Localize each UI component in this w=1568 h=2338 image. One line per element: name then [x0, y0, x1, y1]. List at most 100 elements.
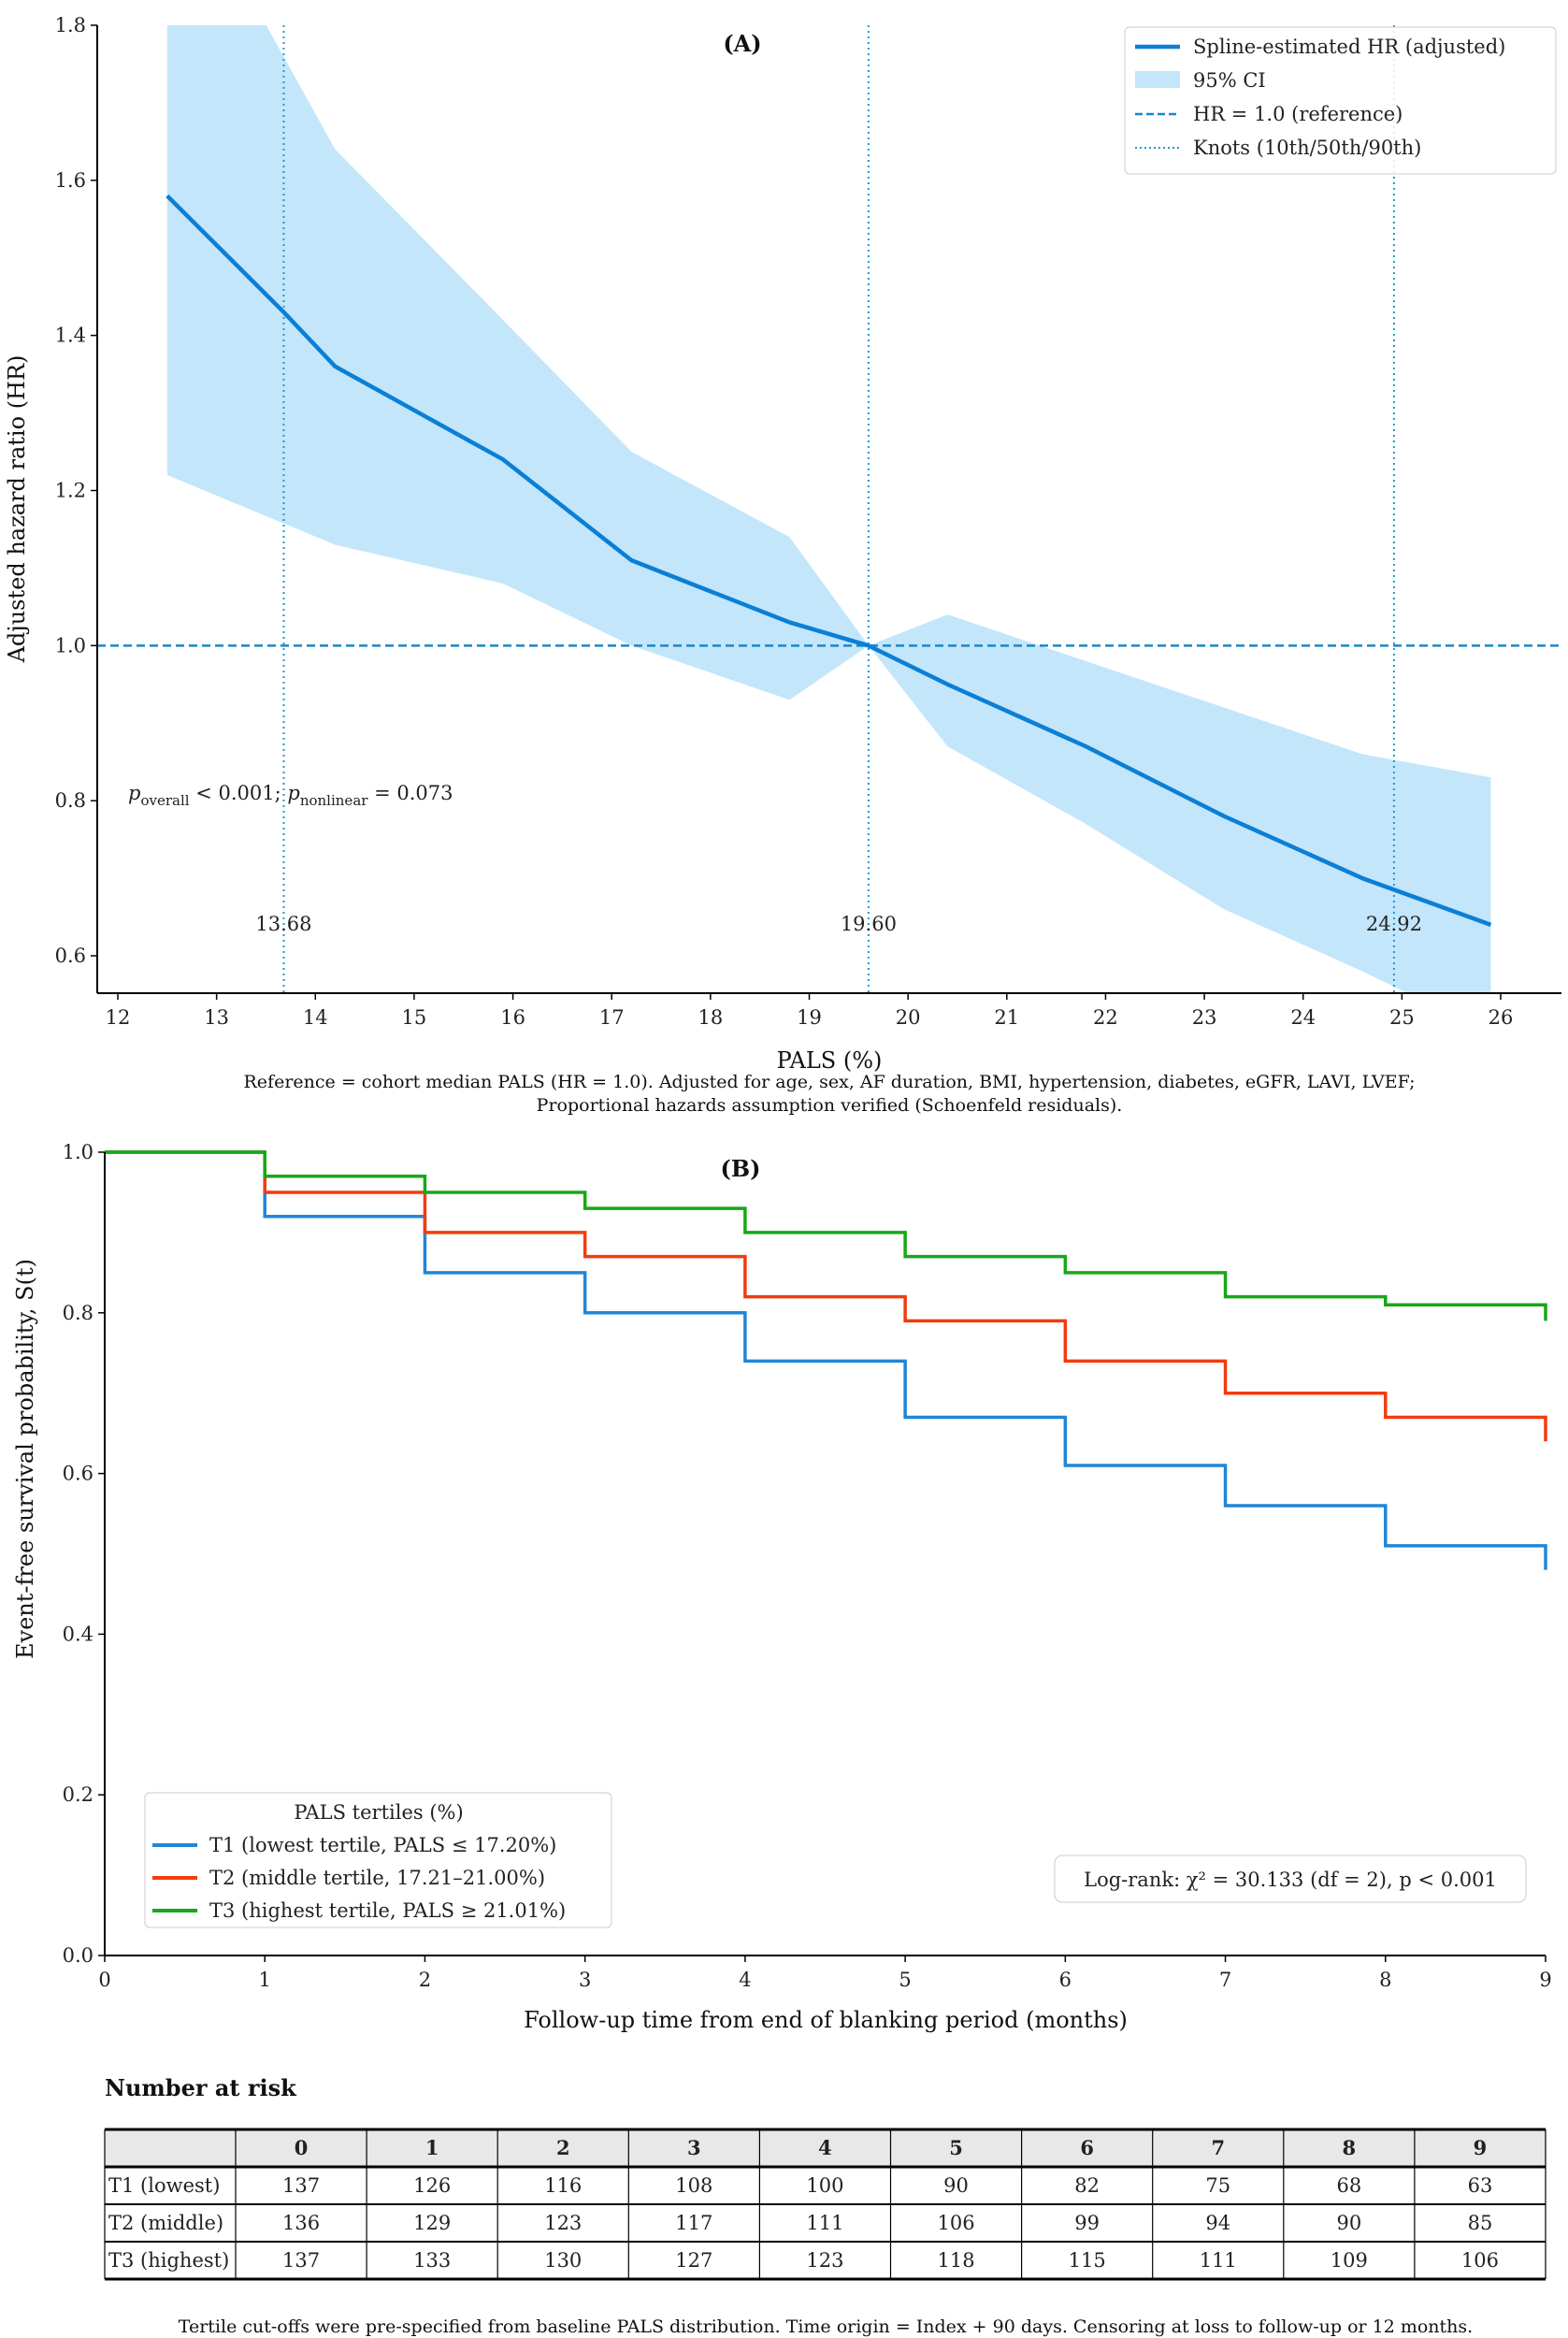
- table-cell: 137: [282, 2174, 320, 2197]
- legend: PALS tertiles (%) T1 (lowest tertile, PAL…: [144, 1792, 612, 1928]
- x-tick-label: 8: [1379, 1969, 1391, 1991]
- y-tick-label: 0.4: [63, 1623, 94, 1645]
- table-cell: 94: [1205, 2212, 1230, 2234]
- y-tick-label: 1.4: [55, 325, 86, 347]
- table-cell: 123: [544, 2212, 582, 2234]
- table-cell: 82: [1074, 2174, 1100, 2197]
- table-cell: 99: [1074, 2212, 1100, 2234]
- y-tick-label: 0.6: [55, 945, 86, 967]
- table-header-cell: 2: [556, 2136, 570, 2159]
- y-tick-label: 1.6: [55, 169, 86, 192]
- panel-label: (A): [723, 30, 761, 57]
- x-tick-label: 25: [1389, 1006, 1415, 1029]
- annotation-part: p: [287, 782, 299, 804]
- x-tick-label: 18: [698, 1006, 723, 1029]
- table-cell: 108: [675, 2174, 712, 2197]
- table-cell: 90: [943, 2174, 969, 2197]
- y-tick-label: 1.2: [55, 480, 86, 502]
- annotation-part: p: [128, 782, 140, 804]
- table-cell: 100: [806, 2174, 843, 2197]
- y-tick-label: 0.8: [55, 789, 86, 812]
- table-header-cell: 8: [1343, 2136, 1357, 2159]
- x-tick-label: 19: [797, 1006, 822, 1029]
- x-tick-label: 2: [419, 1969, 431, 1991]
- table-cell: T2 (middle): [108, 2212, 223, 2234]
- table-cell: 133: [413, 2249, 451, 2272]
- x-tick-label: 20: [896, 1006, 921, 1029]
- x-tick-label: 17: [599, 1006, 625, 1029]
- legend-box: [144, 1792, 612, 1928]
- panel-b-km-chart: 0 1 2 3 4 5 6 7 8 9 0.0 0.2 0.4 0.6 0.8 1.0 (B) Follow-up…: [12, 1141, 1552, 2033]
- table-header-cell: 6: [1080, 2136, 1094, 2159]
- table-cell: 129: [413, 2212, 451, 2234]
- survival-curve-t1: [105, 1150, 1547, 1570]
- annotation-part: < 0.001;: [190, 782, 288, 804]
- x-tick-label: 23: [1192, 1006, 1217, 1029]
- table-cell: 130: [544, 2249, 582, 2272]
- table-cell: 90: [1336, 2212, 1361, 2234]
- table-header-cell: 7: [1211, 2136, 1225, 2159]
- table-cell: 137: [282, 2249, 320, 2272]
- table-header-cell: 9: [1474, 2136, 1488, 2159]
- x-axis-label: PALS (%): [777, 1047, 883, 1074]
- table-cell: 111: [1200, 2249, 1237, 2272]
- y-tick-label: 0.0: [63, 1944, 94, 1967]
- x-tick-label: 12: [106, 1006, 131, 1029]
- table-cell: 75: [1205, 2174, 1230, 2197]
- x-tick-label: 3: [579, 1969, 591, 1991]
- y-tick-label: 0.8: [63, 1302, 94, 1324]
- legend-label: Knots (10th/50th/90th): [1193, 137, 1421, 159]
- table-header-cell: 1: [425, 2136, 439, 2159]
- legend-label: Spline-estimated HR (adjusted): [1193, 36, 1505, 58]
- table-cell: 115: [1069, 2249, 1106, 2272]
- legend-ci-swatch: [1135, 71, 1180, 88]
- table-cell: 123: [806, 2249, 843, 2272]
- table-header-bg: [105, 2129, 1546, 2167]
- x-tick-label: 0: [98, 1969, 110, 1991]
- table-cell: T1 (lowest): [108, 2174, 220, 2197]
- x-tick-label: 5: [899, 1969, 911, 1991]
- table-cell: 111: [806, 2212, 843, 2234]
- legend-title: PALS tertiles (%): [294, 1801, 463, 1824]
- annotation-part: nonlinear: [300, 792, 368, 809]
- x-tick-label: 24: [1290, 1006, 1316, 1029]
- footnote: Tertile cut-offs were pre-specified from…: [179, 2316, 1473, 2337]
- table-cell: 127: [675, 2249, 712, 2272]
- table-cell: 118: [938, 2249, 975, 2272]
- legend-label: 95% CI: [1193, 69, 1266, 92]
- table-cell: 126: [413, 2174, 451, 2197]
- y-tick-label: 1.8: [55, 14, 86, 36]
- table-cell: T3 (highest): [108, 2249, 229, 2272]
- knot-label: 24.92: [1366, 913, 1422, 935]
- y-axis-label: Adjusted hazard ratio (HR): [4, 355, 30, 664]
- legend: Spline-estimated HR (adjusted) 95% CI HR =…: [1124, 26, 1557, 175]
- x-tick-label: 13: [204, 1006, 229, 1029]
- legend-label: HR = 1.0 (reference): [1193, 103, 1403, 125]
- annotation-part: overall: [140, 792, 189, 809]
- caption-line-2: Proportional hazards assumption verified…: [537, 1095, 1123, 1116]
- table-header-cell: 3: [687, 2136, 701, 2159]
- y-tick-label: 1.0: [55, 634, 86, 657]
- legend-box: [1124, 26, 1557, 175]
- x-tick-label: 7: [1219, 1969, 1231, 1991]
- x-tick-label: 21: [994, 1006, 1019, 1029]
- survival-curve-t3: [105, 1150, 1547, 1321]
- table-header-cell: 0: [295, 2136, 309, 2159]
- y-tick-label: 1.0: [63, 1141, 94, 1163]
- caption-line-1: Reference = cohort median PALS (HR = 1.0…: [244, 1072, 1416, 1092]
- x-tick-label: 22: [1093, 1006, 1118, 1029]
- x-axis-label: Follow-up time from end of blanking peri…: [524, 2007, 1128, 2033]
- table-cell: 68: [1336, 2174, 1361, 2197]
- y-axis-label: Event-free survival probability, S(t): [12, 1259, 38, 1659]
- p-value-annotation: poverall < 0.001; pnonlinear = 0.073: [128, 782, 453, 809]
- x-tick-label: 16: [500, 1006, 525, 1029]
- table-header-cell: 4: [818, 2136, 832, 2159]
- logrank-text: Log-rank: χ² = 30.133 (df = 2), p < 0.00…: [1084, 1869, 1497, 1891]
- legend-label: T1 (lowest tertile, PALS ≤ 17.20%): [209, 1834, 556, 1856]
- legend-label: T2 (middle tertile, 17.21–21.00%): [209, 1867, 545, 1889]
- x-tick-label: 9: [1539, 1969, 1551, 1991]
- table-cell: 106: [938, 2212, 975, 2234]
- logrank-box: [1054, 1855, 1527, 1903]
